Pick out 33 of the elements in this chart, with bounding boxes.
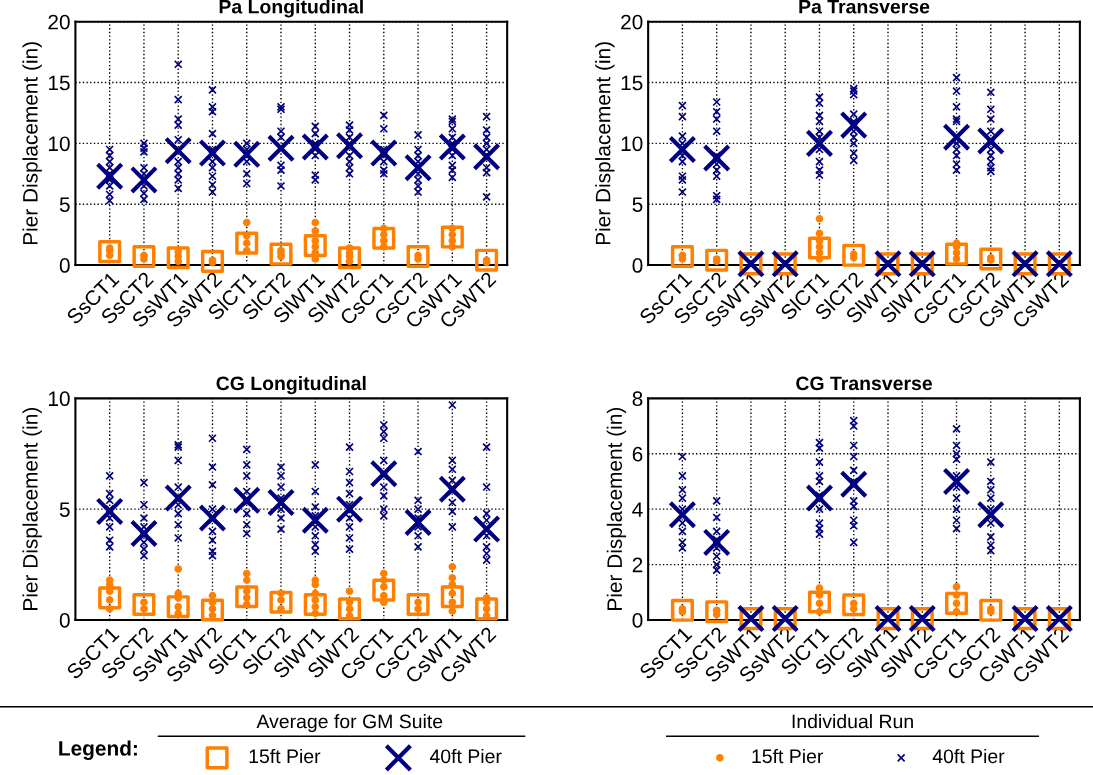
y-axis-title: Pier Displacement (in) xyxy=(22,42,42,245)
legend-label: 15ft Pier xyxy=(249,748,321,764)
legend-label: 15ft Pier xyxy=(752,748,824,764)
y-axis-title: Pier Displacement (in) xyxy=(606,408,627,610)
legend-label: 40ft Pier xyxy=(429,748,502,764)
chart-title: Pa Longitudinal xyxy=(219,0,363,18)
y-axis-title: Pier Displacement (in) xyxy=(22,408,42,610)
y-tick-label: 20 xyxy=(48,14,70,30)
y-axis-title: Pier Displacement (in) xyxy=(595,42,615,245)
y-tick-label: 5 xyxy=(59,197,70,212)
chart-title: Pa Transverse xyxy=(799,0,930,14)
chart-title: CG Transverse xyxy=(796,376,932,391)
legend-title: Legend: xyxy=(59,740,137,760)
y-tick-label: 5 xyxy=(59,502,70,517)
chart-title: CG Longitudinal xyxy=(216,375,366,395)
y-tick-label: 10 xyxy=(48,391,70,407)
y-tick-label: 0 xyxy=(632,613,643,628)
legend-label: 40ft Pier xyxy=(932,748,1005,764)
y-tick-label: 5 xyxy=(632,197,643,212)
y-tick-label: 20 xyxy=(621,14,643,30)
y-tick-label: 0 xyxy=(59,258,70,273)
y-tick-label: 15 xyxy=(48,75,70,91)
y-tick-label: 10 xyxy=(621,136,643,152)
y-tick-label: 2 xyxy=(632,557,643,573)
y-tick-label: 0 xyxy=(632,258,643,273)
text: Individual Run xyxy=(792,714,913,729)
text: Average for GM Suite xyxy=(256,714,443,733)
y-tick-label: 0 xyxy=(59,613,70,628)
y-tick-label: 15 xyxy=(621,75,643,91)
y-tick-label: 8 xyxy=(632,391,643,407)
y-tick-label: 6 xyxy=(632,446,643,462)
y-tick-label: 10 xyxy=(48,136,70,152)
y-tick-label: 4 xyxy=(632,502,643,517)
